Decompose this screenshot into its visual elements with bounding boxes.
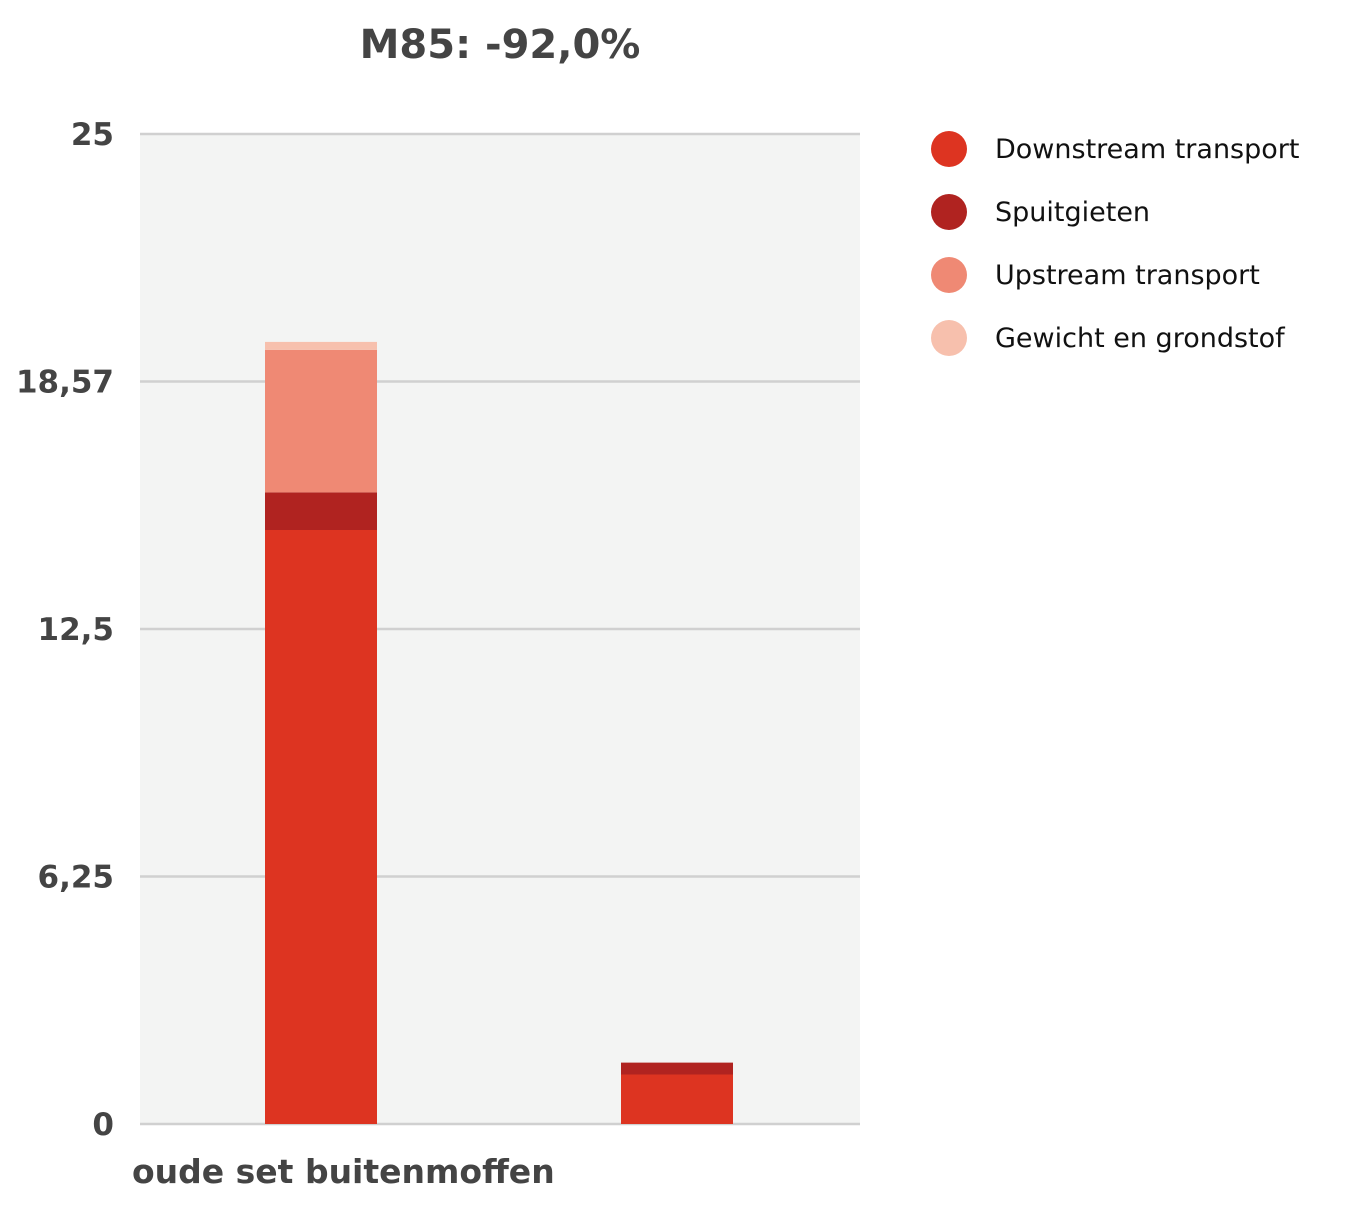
bar-segment bbox=[265, 492, 377, 530]
legend-swatch bbox=[931, 257, 967, 293]
legend-label: Downstream transport bbox=[995, 134, 1299, 165]
bar-segment bbox=[621, 1062, 733, 1075]
legend-swatch bbox=[931, 320, 967, 356]
legend: Downstream transport Spuitgieten Upstream … bbox=[931, 131, 1299, 356]
y-axis-tick-labels: 0 6,25 12,5 18,57 25 bbox=[16, 117, 114, 1143]
y-tick-label: 18,57 bbox=[16, 365, 114, 401]
legend-swatch bbox=[931, 131, 967, 167]
legend-item: Spuitgieten bbox=[931, 194, 1150, 230]
y-tick-label: 0 bbox=[92, 1107, 114, 1143]
legend-item: Downstream transport bbox=[931, 131, 1299, 167]
legend-item: Gewicht en grondstof bbox=[931, 320, 1286, 356]
legend-label: Spuitgieten bbox=[995, 197, 1150, 228]
chart-title: M85: -92,0% bbox=[360, 22, 641, 68]
legend-swatch bbox=[931, 194, 967, 230]
gridlines bbox=[140, 132, 860, 1126]
bar-segment bbox=[621, 1074, 733, 1124]
bar-segment bbox=[265, 530, 377, 1124]
legend-label: Upstream transport bbox=[995, 260, 1260, 291]
legend-label: Gewicht en grondstof bbox=[995, 323, 1286, 354]
bars bbox=[265, 341, 733, 1124]
y-tick-label: 12,5 bbox=[38, 612, 115, 648]
x-category-label: oude set buitenmoffen bbox=[132, 1152, 555, 1191]
y-tick-label: 6,25 bbox=[38, 860, 115, 896]
bar-segment bbox=[265, 341, 377, 350]
legend-item: Upstream transport bbox=[931, 257, 1260, 293]
bar-segment bbox=[265, 349, 377, 493]
x-axis-category-labels: oude set buitenmoffen bbox=[132, 1152, 555, 1191]
y-tick-label: 25 bbox=[71, 117, 114, 153]
